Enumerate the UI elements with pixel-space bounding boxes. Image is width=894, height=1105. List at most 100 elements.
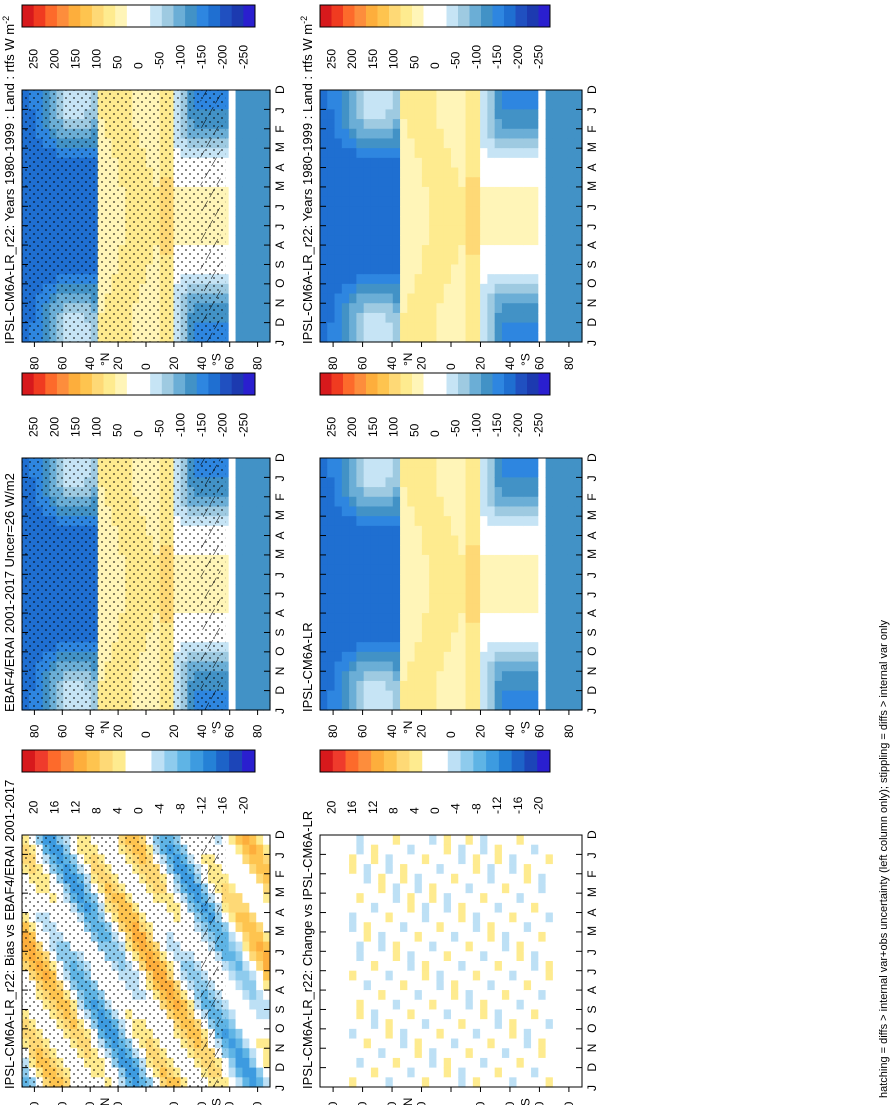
heatmap-cell bbox=[458, 642, 467, 653]
heatmap-cell bbox=[363, 564, 372, 575]
heatmap-cell bbox=[363, 642, 372, 653]
heatmap-cell bbox=[407, 593, 416, 604]
colorbar-swatch bbox=[68, 373, 81, 395]
heatmap-cell bbox=[480, 574, 488, 585]
heatmap-cell bbox=[545, 690, 554, 701]
heatmap-cell bbox=[421, 216, 430, 227]
heatmap-cell bbox=[327, 690, 336, 701]
heatmap-cell bbox=[451, 671, 459, 682]
heatmap-cell bbox=[228, 128, 237, 140]
heatmap-cell bbox=[363, 303, 372, 314]
heatmap-cell bbox=[523, 119, 532, 130]
heatmap-cell bbox=[363, 99, 372, 110]
heatmap-cell bbox=[320, 157, 328, 169]
heatmap-cell bbox=[356, 109, 365, 120]
heatmap-cell bbox=[341, 487, 350, 498]
heatmap-cell bbox=[263, 554, 271, 566]
colorbar-swatch bbox=[504, 5, 516, 27]
heatmap-cell bbox=[552, 516, 561, 527]
heatmap-cell bbox=[443, 177, 452, 188]
heatmap-cell bbox=[370, 216, 379, 227]
heatmap-cell bbox=[356, 680, 365, 692]
heatmap-cell bbox=[370, 157, 379, 169]
heatmap-cell bbox=[263, 186, 271, 198]
heatmap-cell bbox=[501, 574, 510, 585]
heatmap-cell bbox=[436, 254, 445, 266]
heatmap-cell bbox=[545, 506, 554, 517]
heatmap-cell bbox=[228, 980, 237, 991]
heatmap-cell bbox=[538, 332, 547, 343]
colorbar-swatch bbox=[185, 5, 198, 27]
heatmap-cell bbox=[349, 574, 357, 585]
heatmap-cell bbox=[228, 564, 237, 575]
heatmap-cell bbox=[487, 128, 496, 140]
heatmap-cell bbox=[378, 477, 387, 488]
heatmap-cell bbox=[487, 245, 496, 256]
heatmap-cell bbox=[501, 157, 510, 169]
colorbar-swatch bbox=[177, 750, 191, 772]
heatmap-cell bbox=[429, 274, 438, 285]
heatmap-cell bbox=[451, 264, 459, 275]
month-tick-label: N bbox=[585, 299, 599, 308]
heatmap-cell bbox=[414, 254, 423, 266]
heatmap-cell bbox=[523, 574, 532, 585]
heatmap-cell bbox=[516, 274, 525, 285]
heatmap-cell bbox=[221, 177, 230, 188]
heatmap-cell bbox=[451, 700, 459, 711]
heatmap-cell bbox=[480, 671, 488, 682]
heatmap-cell bbox=[242, 525, 250, 537]
heatmap-cell bbox=[436, 458, 445, 469]
heatmap-cell bbox=[242, 138, 250, 149]
month-tick-label: F bbox=[273, 493, 287, 500]
heatmap-cell bbox=[494, 119, 503, 130]
heatmap-cell bbox=[545, 525, 554, 537]
heatmap-cell bbox=[436, 90, 445, 101]
month-tick-label: D bbox=[273, 686, 287, 695]
heatmap-cell bbox=[334, 332, 343, 343]
heatmap-cell bbox=[356, 312, 365, 324]
heatmap-cell bbox=[480, 196, 488, 207]
heatmap-cell bbox=[221, 225, 230, 236]
heatmap-cell bbox=[574, 177, 583, 188]
heatmap-cell bbox=[400, 225, 408, 236]
heatmap-cell bbox=[221, 254, 230, 266]
heatmap-cell bbox=[414, 322, 423, 333]
heatmap-cell bbox=[256, 883, 264, 894]
heatmap-cell bbox=[509, 186, 518, 198]
heatmap-cell bbox=[494, 196, 503, 207]
heatmap-cell bbox=[531, 148, 539, 159]
heatmap-cell bbox=[414, 274, 423, 285]
heatmap-cell bbox=[349, 177, 357, 188]
heatmap-cell bbox=[472, 671, 481, 682]
heatmap-cell bbox=[429, 622, 438, 634]
heatmap-cell bbox=[421, 264, 430, 275]
heatmap-cell bbox=[263, 99, 271, 110]
heatmap-cell bbox=[465, 545, 474, 556]
heatmap-cell bbox=[545, 138, 554, 149]
heatmap-cell bbox=[494, 312, 503, 324]
month-tick-label: J bbox=[585, 340, 599, 346]
heatmap-cell bbox=[334, 496, 343, 508]
heatmap-cell bbox=[407, 487, 416, 498]
heatmap-cell bbox=[465, 128, 474, 140]
heatmap-cell bbox=[378, 632, 387, 643]
heatmap-cell bbox=[472, 574, 481, 585]
heatmap-cell bbox=[429, 186, 438, 198]
heatmap-cell bbox=[341, 119, 350, 130]
colorbar-swatch bbox=[173, 373, 186, 395]
heatmap-cell bbox=[480, 303, 488, 314]
lat-tick-label: 40 bbox=[195, 724, 209, 738]
colorbar-swatch bbox=[115, 373, 128, 395]
heatmap-cell bbox=[545, 467, 554, 478]
heatmap-cell bbox=[249, 651, 257, 663]
heatmap-cell bbox=[414, 613, 423, 624]
heatmap-cell bbox=[414, 235, 423, 246]
heatmap-cell bbox=[349, 613, 357, 624]
heatmap-cell bbox=[349, 293, 357, 304]
colorbar-label: 150 bbox=[69, 49, 83, 69]
heatmap-cell bbox=[363, 186, 372, 198]
heatmap-cell bbox=[574, 322, 583, 333]
heatmap-cell bbox=[480, 186, 488, 198]
heatmap-cell bbox=[249, 332, 257, 343]
heatmap-cell bbox=[480, 206, 488, 217]
